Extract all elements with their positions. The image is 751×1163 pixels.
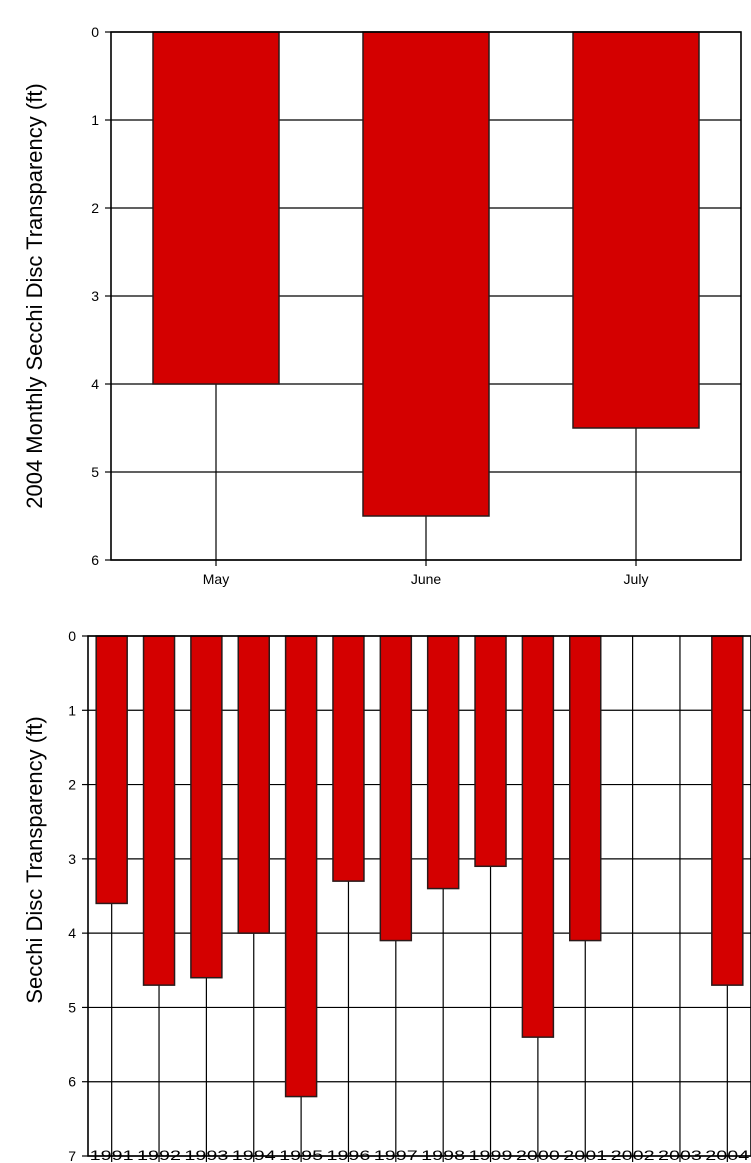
annual-y-tick-label: 1 [68, 702, 76, 718]
monthly-bar-June [362, 31, 490, 517]
annual-y-tick-label: 4 [68, 925, 76, 941]
annual-y-tick-label: 6 [68, 1074, 76, 1090]
monthly-x-tick-label: May [203, 571, 229, 587]
annual-y-axis-label: Secchi Disc Transparency (ft) [22, 716, 47, 1003]
annual-plot-frame [87, 635, 751, 1157]
annual-bar-1991 [95, 635, 128, 905]
annual-x-tick-label: 1996 [326, 1148, 370, 1163]
annual-bar-1994 [237, 635, 270, 934]
annual-bar-1992 [142, 635, 176, 986]
annual-x-tick-label: 2000 [516, 1148, 560, 1163]
annual-y-tick-label: 7 [68, 1148, 76, 1163]
monthly-y-tick-label: 5 [91, 464, 99, 480]
monthly-y-axis-label: 2004 Monthly Secchi Disc Transparency (f… [22, 83, 47, 509]
monthly-plot-frame [110, 31, 742, 561]
annual-x-tick-label: 1999 [469, 1148, 513, 1163]
monthly-x-tick-label: June [411, 571, 442, 587]
annual-bar-1998 [426, 635, 460, 890]
monthly-bar-July [572, 31, 700, 429]
annual-y-tick-label: 5 [68, 999, 76, 1015]
annual-x-tick-label: 1995 [279, 1148, 323, 1163]
annual-x-tick-label: 2004 [705, 1148, 750, 1163]
monthly-y-tick-label: 2 [91, 200, 99, 216]
monthly-bar-May [152, 31, 280, 385]
annual-x-tick-label: 2002 [611, 1148, 655, 1163]
annual-bar-2001 [569, 635, 602, 942]
annual-bar-2000 [521, 635, 555, 1038]
annual-bar-1996 [332, 635, 365, 882]
annual-x-tick-label: 1998 [421, 1148, 465, 1163]
annual-x-tick-label: 2001 [563, 1148, 607, 1163]
annual-y-tick-label: 3 [68, 851, 76, 867]
annual-bar-1999 [474, 635, 507, 868]
annual-x-tick-label: 1991 [90, 1148, 134, 1163]
monthly-y-tick-label: 4 [91, 376, 99, 392]
monthly-y-tick-label: 3 [91, 288, 99, 304]
monthly-x-tick-label: July [624, 571, 649, 587]
monthly-y-tick-label: 1 [91, 112, 99, 128]
annual-bar-1993 [190, 635, 223, 979]
monthly-y-tick-label: 6 [91, 552, 99, 568]
annual-x-tick-label: 1997 [374, 1148, 418, 1163]
annual-y-tick-label: 0 [68, 628, 76, 644]
annual-x-tick-label: 1994 [232, 1148, 277, 1163]
annual-x-tick-label: 1993 [184, 1148, 228, 1163]
annual-x-tick-label: 1992 [137, 1148, 181, 1163]
monthly-y-tick-label: 0 [91, 24, 99, 40]
monthly-secchi-chart: 0 1 2 3 4 5 6 May June July 2004 Monthly Secchi Di… [22, 24, 742, 587]
annual-bar-2004 [711, 635, 744, 986]
annual-bar-1997 [379, 635, 413, 942]
annual-bar-1995 [284, 635, 318, 1098]
annual-secchi-chart: 0 1 2 3 4 5 6 7 1991 1992 1993 1994 1995 1996 1997 1998… [22, 628, 751, 1163]
annual-y-tick-label: 2 [68, 777, 76, 793]
annual-x-tick-label: 2003 [658, 1148, 702, 1163]
